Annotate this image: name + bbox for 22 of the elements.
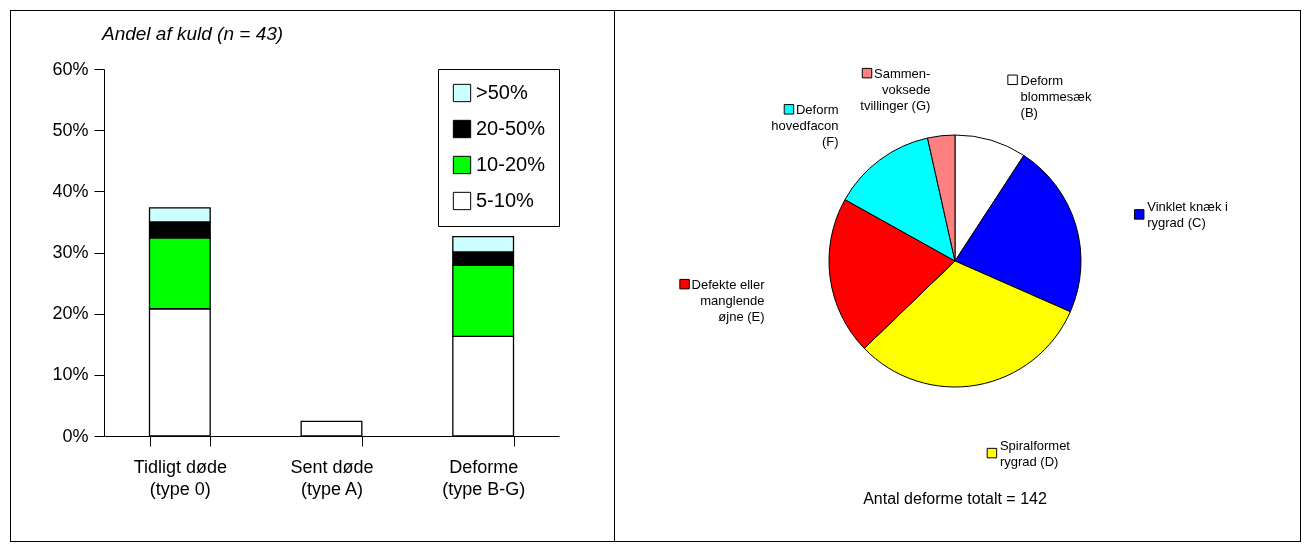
legend-label: 5-10%: [476, 189, 535, 211]
x-tick-label: Deforme (type B-G): [442, 456, 526, 499]
y-tick-label: 50%: [52, 119, 89, 140]
text: Antal deforme totalt = 142: [863, 490, 1047, 507]
legend-label: Spiralformet rygrad (D): [999, 438, 1071, 470]
legend-label: 20-50%: [476, 117, 546, 139]
legend-label: Vinklet knæk i rygrad (C): [1147, 199, 1228, 231]
legend-label: Sammen- voksede tvillinger (G): [860, 66, 931, 114]
legend-label: 10-20%: [476, 153, 546, 175]
y-tick-label: 10%: [52, 364, 89, 385]
x-tick-label: Tidligt døde (type 0): [133, 456, 228, 499]
chart-title: Andel af kuld (n = 43): [100, 23, 284, 44]
y-tick-label: 60%: [52, 58, 89, 79]
legend-label: Deform blommesæk (B): [1020, 72, 1092, 120]
y-tick-label: 30%: [52, 242, 89, 262]
y-tick-label: 0%: [62, 425, 89, 446]
x-tick-label: Sent døde (type A): [290, 456, 374, 499]
y-tick-label: 40%: [52, 180, 89, 201]
legend-label: Deform hovedfacon (F): [771, 102, 839, 150]
y-tick-label: 20%: [52, 303, 89, 324]
legend-label: >50%: [476, 81, 528, 103]
legend-label: Defekte eller manglende øjne (E): [691, 277, 766, 325]
